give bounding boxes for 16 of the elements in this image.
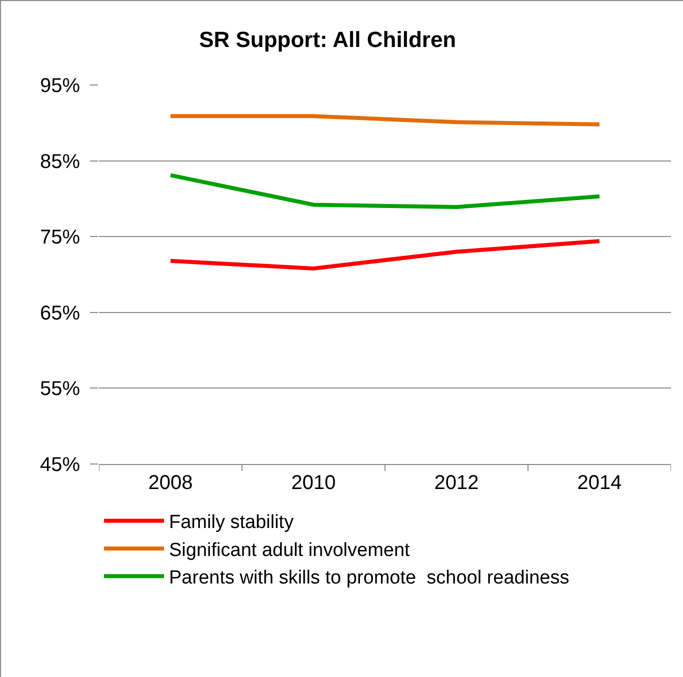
x-tick-label: 2008 (148, 472, 193, 494)
x-tick-label: 2012 (434, 472, 479, 494)
legend-label: Significant adult involvement (169, 540, 411, 561)
x-tick-label: 2014 (577, 472, 622, 494)
line-series (168, 239, 602, 270)
legend-label: Parents with skills to promote school readiness (169, 568, 570, 589)
y-tick-label: 75% (40, 226, 80, 249)
x-tick-label: 2010 (291, 472, 336, 494)
y-tick-label: 45% (40, 454, 80, 476)
line-series (168, 173, 602, 210)
legend-label: Family stability (169, 512, 294, 534)
chart-title: SR Support: All Children (199, 26, 456, 52)
y-tick-label: 85% (40, 150, 80, 173)
y-tick-label: 95% (40, 75, 80, 97)
y-tick-label: 65% (40, 302, 80, 324)
y-tick-label: 55% (40, 378, 80, 400)
